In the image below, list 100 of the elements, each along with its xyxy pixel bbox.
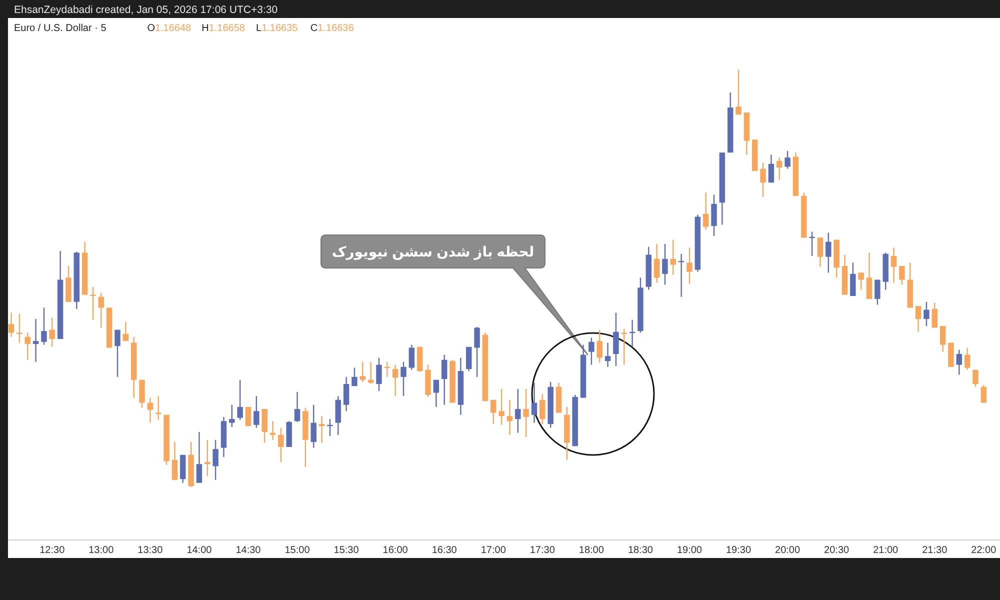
- candlestick: [924, 301, 930, 327]
- candlestick: [604, 342, 611, 368]
- candlestick: [621, 328, 627, 366]
- candlestick: [32, 318, 39, 362]
- candlestick: [352, 367, 358, 387]
- candlestick: [8, 312, 14, 338]
- text: EhsanZeydabadi created, Jan 05, 2026 17:06 UTC+3:30: [14, 4, 278, 16]
- x-tick-label: 14:30: [236, 545, 262, 556]
- candlestick: [531, 382, 538, 424]
- candlestick: [899, 265, 905, 286]
- candlestick: [172, 441, 178, 481]
- candlestick: [196, 431, 202, 484]
- candlestick: [874, 279, 880, 306]
- candlestick: [866, 252, 872, 300]
- candlestick: [318, 416, 325, 444]
- candlestick: [654, 243, 660, 284]
- x-tick-label: 21:30: [922, 545, 948, 556]
- candlestick: [515, 388, 521, 434]
- candlestick: [360, 361, 366, 383]
- candlestick: [980, 384, 987, 404]
- candlestick: [915, 305, 922, 332]
- x-tick-label: 12:30: [40, 545, 66, 556]
- candlestick: [858, 272, 864, 290]
- candlestick: [932, 302, 938, 328]
- candlestick: [278, 427, 284, 463]
- candlestick: [254, 395, 260, 428]
- annotation: لحظه باز شدن سشن نیویورک: [332, 244, 534, 260]
- candlestick: [498, 388, 504, 426]
- x-tick-label: 15:00: [284, 545, 310, 556]
- x-tick-label: 19:30: [726, 545, 752, 556]
- candlestick: [964, 347, 970, 370]
- candlestick: [147, 397, 154, 424]
- candlestick: [122, 321, 129, 342]
- candlestick: [212, 439, 218, 481]
- text: L1.16635: [256, 23, 298, 34]
- x-tick-label: 13:00: [88, 545, 114, 556]
- candlestick: [506, 399, 513, 436]
- text: O1.16648: [147, 23, 192, 34]
- x-tick-label: 19:00: [676, 545, 702, 556]
- candlestick: [204, 439, 210, 477]
- candlestick: [760, 162, 766, 198]
- chart-title: Euro / U.S. Dollar · 5: [14, 23, 107, 34]
- candlestick: [850, 262, 856, 297]
- candlestick: [41, 307, 47, 346]
- candlestick: [784, 150, 790, 170]
- candlestick: [826, 232, 832, 274]
- x-tick-label: 15:30: [334, 545, 360, 556]
- candlestick: [237, 379, 243, 420]
- candlestick: [24, 332, 30, 360]
- candlestick: [294, 391, 300, 423]
- x-tick-label: 22:00: [971, 545, 997, 556]
- x-tick-label: 16:00: [382, 545, 408, 556]
- candlestick: [114, 329, 120, 378]
- x-tick-label: 17:00: [480, 545, 506, 556]
- x-tick-label: 18:30: [628, 545, 654, 556]
- candlestick: [540, 393, 546, 425]
- x-tick-label: 21:00: [873, 545, 899, 556]
- candlestick: [711, 194, 717, 237]
- candlestick: [956, 349, 962, 376]
- candlestick: [490, 399, 496, 425]
- text: H1.16658: [202, 23, 246, 34]
- candlestick: [98, 292, 104, 328]
- candlestick: [776, 156, 782, 180]
- candlestick: [523, 388, 529, 438]
- candlestick: [376, 357, 382, 392]
- candlestick: [16, 313, 22, 344]
- candlestick: [229, 404, 235, 428]
- x-tick-label: 20:30: [824, 545, 850, 556]
- candlestick: [368, 361, 374, 385]
- candlestick: [441, 354, 448, 406]
- candlestick: [343, 376, 350, 412]
- candlestick: [466, 346, 472, 372]
- candlestick: [310, 404, 316, 448]
- candlestick: [613, 312, 619, 367]
- candlestick: [736, 69, 742, 116]
- candlestick: [400, 361, 406, 397]
- candlestick: [588, 337, 594, 366]
- candlestick: [686, 247, 692, 285]
- candlestick: [972, 369, 978, 388]
- x-tick-label: 18:00: [578, 545, 604, 556]
- candlestick: [662, 243, 668, 286]
- x-tick-label: 16:30: [432, 545, 458, 556]
- candlestick: [474, 326, 480, 378]
- candlestick: [335, 395, 341, 436]
- candlestick: [270, 420, 276, 440]
- candlestick: [433, 379, 440, 408]
- candlestick: [940, 325, 946, 352]
- candlestick: [670, 239, 676, 276]
- candlestick: [596, 329, 602, 364]
- x-tick-label: 17:30: [530, 545, 556, 556]
- candlestick: [702, 192, 709, 230]
- text: C1.16636: [310, 23, 354, 34]
- x-tick-label: 14:00: [186, 545, 212, 556]
- candlestick: [408, 344, 415, 370]
- candlestick: [890, 247, 897, 284]
- candlestick: [139, 379, 145, 408]
- candlestick: [392, 364, 398, 397]
- candlestick: [49, 317, 55, 348]
- candlestick: [768, 154, 774, 184]
- x-tick-label: 13:30: [138, 545, 164, 556]
